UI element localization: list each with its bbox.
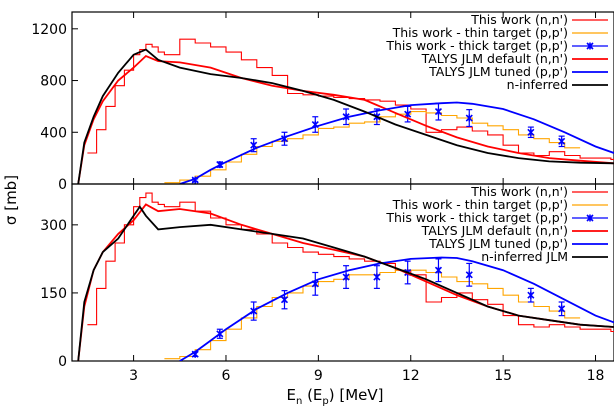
series-histogram <box>164 269 581 360</box>
data-point <box>342 273 350 281</box>
data-point <box>250 141 258 149</box>
legend-label: TALYS JLM default (n,n') <box>421 51 568 66</box>
legend: This work (n,n')This work - thin target … <box>385 12 608 92</box>
legend-marker <box>586 42 594 50</box>
x-axis-label-tail: ) [MeV] <box>329 386 384 404</box>
plot-area <box>77 192 614 361</box>
data-point <box>280 296 289 304</box>
x-axis-label-sub: n <box>296 396 302 406</box>
data-point <box>465 271 473 279</box>
y-tick-label: 1200 <box>31 22 67 38</box>
x-axis-label-mid: (E <box>302 386 322 404</box>
legend-label: TALYS JLM tuned (p,p') <box>428 236 568 251</box>
data-point <box>527 291 535 299</box>
data-point <box>434 266 443 274</box>
legend-label: TALYS JLM tuned (p,p') <box>428 64 568 79</box>
data-point <box>465 114 473 122</box>
legend: This work (n,n')This work - thin target … <box>385 184 608 264</box>
y-tick-label: 300 <box>40 218 67 234</box>
legend-label: This work - thick target (p,p') <box>385 210 568 225</box>
legend-label: TALYS JLM default (n,n') <box>421 223 568 238</box>
series-line <box>179 101 614 184</box>
legend-label: n-inferred JLM <box>481 249 568 264</box>
x-tick-label: 6 <box>222 368 231 384</box>
legend-label: n-inferred <box>507 77 568 92</box>
series-histogram <box>164 111 581 184</box>
series-line <box>77 48 614 184</box>
x-axis-label: En (Ep) [MeV] <box>286 386 383 406</box>
x-tick-label: 15 <box>494 368 512 384</box>
plot-area <box>77 38 614 184</box>
legend-label: This work (n,n') <box>470 12 568 27</box>
series-line <box>179 256 614 361</box>
y-tick-label: 800 <box>40 74 67 90</box>
x-tick-label: 9 <box>314 368 323 384</box>
data-point <box>558 137 566 145</box>
x-tick-label: 3 <box>129 368 138 384</box>
data-point <box>558 305 566 313</box>
series-line <box>77 205 614 361</box>
y-tick-label: 0 <box>58 354 67 370</box>
legend-label: This work (n,n') <box>470 184 568 199</box>
legend-label: This work - thick target (p,p') <box>385 38 568 53</box>
x-axis-label-main: E <box>286 386 295 404</box>
y-tick-label: 150 <box>40 286 67 302</box>
data-point <box>404 110 412 118</box>
x-axis-label-sub2: p <box>322 396 328 406</box>
y-axis-label: σ [mb] <box>2 175 20 225</box>
legend-marker <box>586 214 594 222</box>
y-tick-label: 0 <box>58 177 67 193</box>
legend-label: This work - thin target (p,p') <box>392 197 568 212</box>
x-tick-label: 18 <box>587 368 605 384</box>
plot-frame <box>71 183 614 362</box>
data-point <box>373 273 381 281</box>
legend-label: This work - thin target (p,p') <box>392 25 568 40</box>
series-line <box>77 54 614 184</box>
y-tick-label: 400 <box>40 125 67 141</box>
data-point <box>527 128 535 136</box>
x-tick-label: 12 <box>402 368 420 384</box>
data-point <box>434 108 443 116</box>
